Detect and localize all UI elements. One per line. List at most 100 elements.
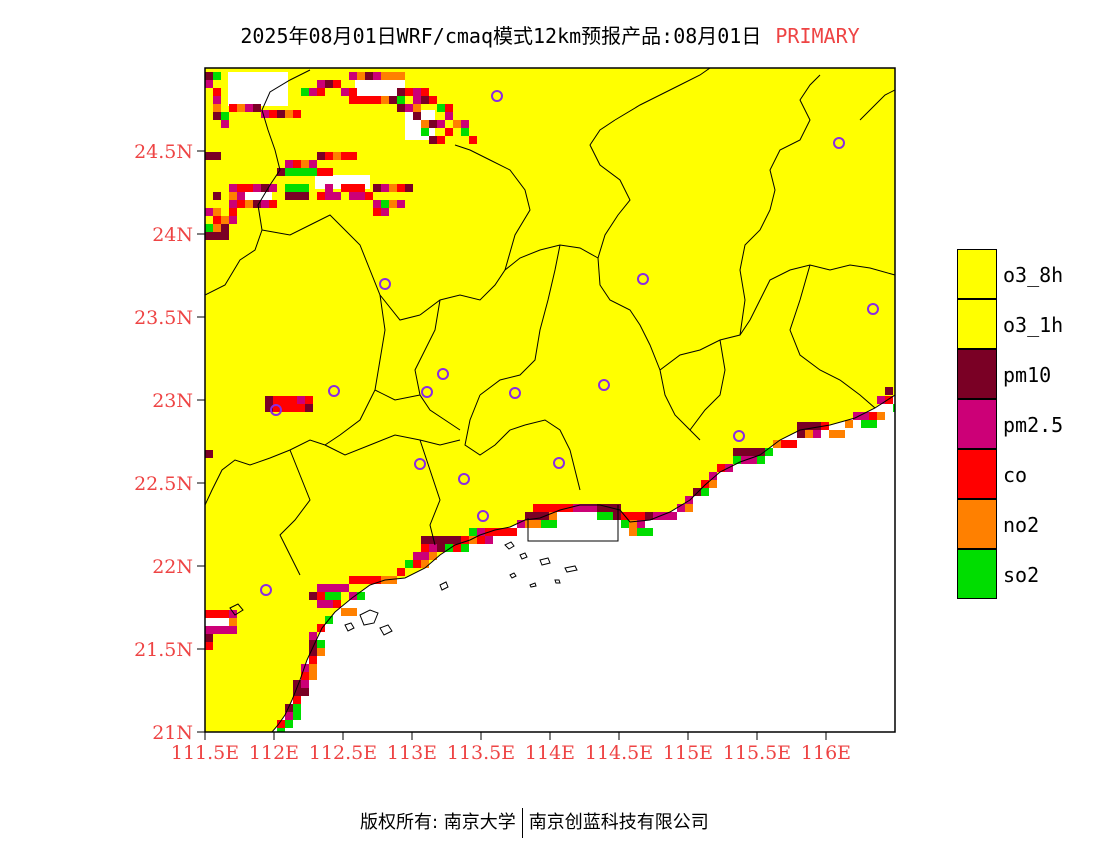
pollutant-cell <box>317 80 325 88</box>
pollutant-cell <box>333 192 341 200</box>
lat-tick-label: 23N <box>152 390 193 412</box>
pollutant-cell <box>485 536 493 544</box>
pollutant-cell <box>413 88 421 96</box>
lon-tick-label: 113E <box>387 742 437 764</box>
pollutant-cell <box>533 520 541 528</box>
pollutant-cell <box>229 184 237 192</box>
pollutant-cell <box>885 396 893 404</box>
pollutant-cell <box>309 88 317 96</box>
pollutant-cell <box>429 120 437 128</box>
lon-tick-label: 113.5E <box>447 742 515 764</box>
pollutant-cell <box>429 136 437 144</box>
pollutant-cell <box>269 184 277 192</box>
pollutant-cell <box>309 168 317 176</box>
lat-tick-label: 23.5N <box>134 307 193 329</box>
legend-label: o3_1h <box>1003 313 1064 337</box>
pollutant-cell <box>637 520 645 528</box>
pollutant-cell <box>229 192 237 200</box>
islands <box>229 541 578 636</box>
city-ring-5 <box>867 303 879 315</box>
city-ring-1 <box>491 90 503 102</box>
lon-tick-label: 112.5E <box>309 742 377 764</box>
pollutant-cell <box>709 480 717 488</box>
pollutant-cell <box>269 110 277 118</box>
pollutant-cell <box>277 728 285 732</box>
pollutant-cell <box>389 200 397 208</box>
pollutant-cell <box>605 512 613 520</box>
pollutant-cell <box>757 448 765 456</box>
pollutant-cell <box>265 396 273 404</box>
pollutant-cell <box>325 192 333 200</box>
title-text: 2025年08月01日WRF/cmaq模式12km预报产品:08月01日 <box>240 24 762 48</box>
pollutant-cell <box>293 712 301 720</box>
pollutant-cell <box>533 512 541 520</box>
pollutant-cell <box>221 224 229 232</box>
city-ring-17 <box>260 584 272 596</box>
pollutant-cell <box>773 440 781 448</box>
pollutant-cell <box>293 696 301 704</box>
pollutant-cell <box>237 184 245 192</box>
pollutant-cell <box>445 104 453 112</box>
pollutant-cell <box>253 200 261 208</box>
pollutant-cell <box>253 184 261 192</box>
pollutant-cell <box>733 448 741 456</box>
pollutant-cell <box>381 200 389 208</box>
pollutant-cell <box>349 152 357 160</box>
pollutant-cell <box>325 168 333 176</box>
pollutant-cell <box>213 610 221 618</box>
legend-item-pm25: pm2.5 <box>957 399 1100 449</box>
city-ring-13 <box>414 458 426 470</box>
pollutant-cell <box>309 672 317 680</box>
pollutant-cell <box>629 512 637 520</box>
legend-swatch <box>957 299 997 349</box>
pollutant-cell <box>265 404 273 412</box>
coastline <box>271 394 895 732</box>
lat-tick-label: 24.5N <box>134 141 193 163</box>
pollutant-cell <box>281 404 289 412</box>
lat-tick-label: 21.5N <box>134 639 193 661</box>
pollutant-cell <box>309 656 317 664</box>
pollutant-cell <box>317 152 325 160</box>
pollutant-cell <box>605 504 613 512</box>
pollutant-cell <box>293 168 301 176</box>
pollutant-cell <box>381 72 389 80</box>
pollutant-cell <box>285 712 293 720</box>
pollutant-cell <box>325 584 333 592</box>
legend-item-o3-8h: o3_8h <box>957 249 1100 299</box>
pollutant-cell <box>205 224 213 232</box>
primary-tag: PRIMARY <box>775 24 860 48</box>
pollutant-cell <box>237 200 245 208</box>
pollutant-cell <box>333 600 341 608</box>
pollutant-cell <box>205 642 213 650</box>
pollutant-cell <box>309 648 317 656</box>
pollutant-cell <box>533 504 541 512</box>
pollutant-cell <box>229 216 237 224</box>
pollutant-cell <box>429 96 437 104</box>
pollutant-cell <box>309 664 317 672</box>
pollutant-cell <box>669 512 677 520</box>
pollutant-cell <box>597 512 605 520</box>
pollutant-cell <box>629 528 637 536</box>
pollutant-cell <box>229 200 237 208</box>
city-ring-6 <box>437 368 449 380</box>
lat-tick-label: 22.5N <box>134 473 193 495</box>
pollutant-cell <box>413 96 421 104</box>
pollutant-cell <box>613 504 621 512</box>
pollutant-cell <box>373 72 381 80</box>
pollutant-cell <box>389 576 397 584</box>
pollutant-cell <box>413 552 421 560</box>
pollutant-cell <box>341 88 349 96</box>
pollutant-cell <box>869 412 877 420</box>
pollutant-cell <box>213 232 221 240</box>
lat-axis-labels: 21N 21.5N 22N 22.5N 23N 23.5N 24N 24.5N <box>134 141 193 744</box>
pollutant-cell <box>285 160 293 168</box>
city-ring-8 <box>421 386 433 398</box>
pollutant-cell <box>637 512 645 520</box>
legend-item-o3-1h: o3_1h <box>957 299 1100 349</box>
pollutant-cell <box>493 528 501 536</box>
pollutant-cell <box>437 544 445 552</box>
pollutant-cell <box>405 560 413 568</box>
city-ring-11 <box>270 404 282 416</box>
pollutant-cell <box>805 422 813 430</box>
